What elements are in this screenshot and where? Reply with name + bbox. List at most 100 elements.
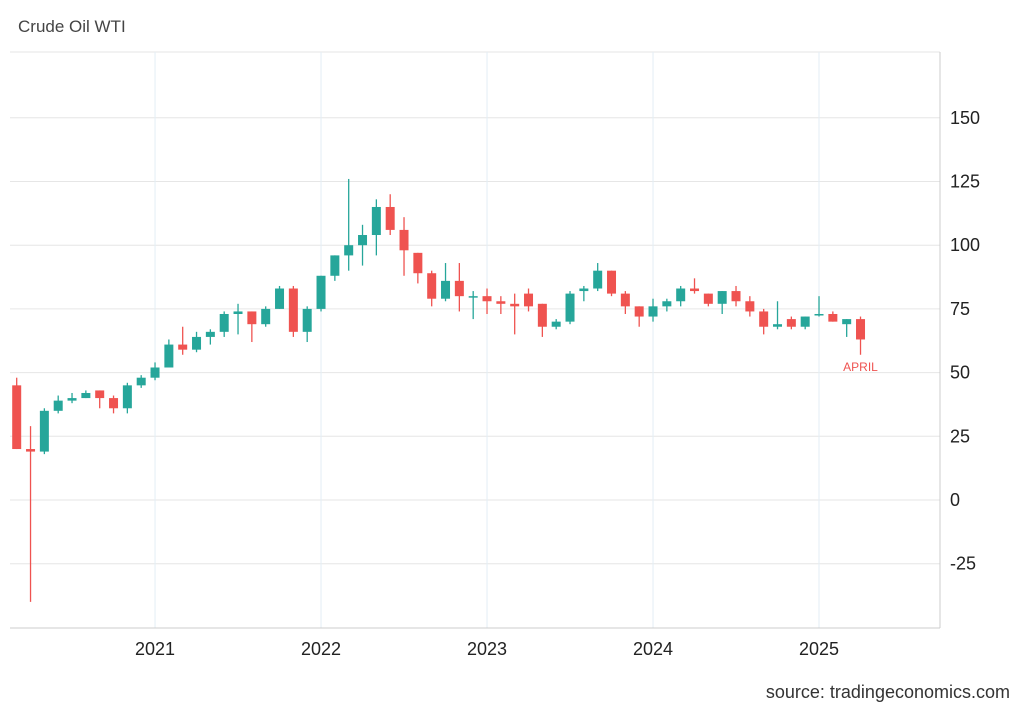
candle-body bbox=[593, 270, 603, 289]
candle-body bbox=[731, 291, 741, 302]
candle-body bbox=[302, 308, 312, 332]
candle-body bbox=[773, 324, 783, 327]
candle-2022-12 bbox=[468, 291, 478, 320]
x-tick-label: 2022 bbox=[301, 639, 341, 659]
candle-body bbox=[690, 288, 700, 292]
candle-body bbox=[247, 311, 257, 325]
candle-2025-01 bbox=[814, 296, 824, 317]
candle-2024-01 bbox=[648, 298, 658, 322]
x-tick-label: 2023 bbox=[467, 639, 507, 659]
candle-body bbox=[344, 245, 354, 256]
candle-body bbox=[261, 308, 271, 325]
candle-2021-08 bbox=[247, 311, 257, 343]
candle-body bbox=[441, 280, 451, 299]
candle-2023-11 bbox=[620, 291, 630, 314]
y-tick-label: 125 bbox=[950, 172, 980, 192]
candle-body bbox=[759, 311, 769, 327]
candle-body bbox=[856, 319, 866, 340]
candle-2021-03 bbox=[178, 326, 188, 355]
candle-2022-05 bbox=[371, 199, 381, 256]
x-tick-label: 2021 bbox=[135, 639, 175, 659]
candle-2025-02 bbox=[828, 311, 838, 322]
candle-2022-08 bbox=[413, 252, 423, 284]
candle-body bbox=[330, 255, 340, 276]
candle-body bbox=[192, 336, 202, 350]
candle-body bbox=[53, 400, 63, 411]
candle-body bbox=[676, 288, 686, 302]
candle-2022-04 bbox=[358, 224, 368, 266]
candle-2021-06 bbox=[219, 311, 229, 337]
candle-2022-03 bbox=[344, 178, 354, 271]
candle-2024-10 bbox=[773, 301, 783, 330]
candle-body bbox=[95, 390, 105, 399]
candle-body bbox=[288, 288, 298, 332]
candle-body bbox=[496, 301, 506, 304]
candle-body bbox=[454, 280, 464, 297]
candle-body bbox=[800, 316, 810, 327]
candle-2024-03 bbox=[676, 285, 686, 307]
candle-2023-10 bbox=[607, 270, 617, 297]
candle-2022-09 bbox=[427, 270, 437, 307]
candle-body bbox=[81, 392, 91, 399]
y-tick-label: -25 bbox=[950, 554, 976, 574]
candle-2020-08 bbox=[81, 390, 91, 399]
candle-body bbox=[607, 270, 617, 294]
candle-2024-08 bbox=[745, 296, 755, 317]
candle-body bbox=[26, 449, 36, 452]
candle-2020-10 bbox=[109, 395, 119, 414]
y-tick-label: 75 bbox=[950, 299, 970, 319]
candle-body bbox=[275, 288, 285, 309]
candle-2022-02 bbox=[330, 255, 340, 281]
candle-body bbox=[510, 303, 520, 307]
candle-2020-07 bbox=[67, 392, 77, 404]
candle-2024-05 bbox=[703, 293, 713, 307]
candle-2023-01 bbox=[482, 288, 492, 314]
candle-2024-06 bbox=[717, 291, 727, 314]
candle-2025-03 bbox=[842, 319, 852, 337]
candle-body bbox=[358, 235, 368, 246]
candle-2023-03 bbox=[510, 293, 520, 335]
candle-2021-10 bbox=[275, 285, 285, 309]
candle-body bbox=[136, 377, 146, 386]
candle-2024-11 bbox=[786, 316, 796, 330]
candle-2020-04 bbox=[26, 426, 36, 602]
y-tick-label: 50 bbox=[950, 363, 970, 383]
y-tick-label: 25 bbox=[950, 426, 970, 446]
candle-2023-04 bbox=[524, 288, 534, 312]
y-tick-label: 150 bbox=[950, 108, 980, 128]
source-label: source: tradingeconomics.com bbox=[765, 682, 1010, 702]
candle-2020-12 bbox=[136, 375, 146, 388]
candle-body bbox=[745, 301, 755, 312]
candle-body bbox=[67, 398, 77, 401]
candle-body bbox=[413, 252, 423, 274]
candle-2021-01 bbox=[150, 362, 160, 381]
x-tick-label: 2025 bbox=[799, 639, 839, 659]
candle-body bbox=[842, 319, 852, 325]
candle-2020-09 bbox=[95, 390, 105, 409]
candle-2022-07 bbox=[399, 217, 409, 276]
grid bbox=[10, 51, 941, 629]
candle-2020-03 bbox=[12, 377, 22, 450]
candle-body bbox=[814, 313, 824, 316]
candle-2021-04 bbox=[192, 331, 202, 353]
candle-body bbox=[648, 306, 658, 317]
candle-body bbox=[39, 410, 49, 452]
candle-2024-04 bbox=[690, 278, 700, 294]
candle-2023-09 bbox=[593, 263, 603, 292]
candle-2024-07 bbox=[731, 285, 741, 307]
candle-2023-05 bbox=[537, 303, 547, 337]
candle-2021-05 bbox=[205, 329, 215, 345]
axis-labels: -25 0 25 50 75 100 125 150 2021 2022 2023 2024 2025 A… bbox=[135, 108, 980, 659]
candle-2021-12 bbox=[302, 306, 312, 343]
candle-body bbox=[385, 206, 395, 230]
candle-2025-04 bbox=[856, 316, 866, 355]
candle-2023-02 bbox=[496, 296, 506, 314]
candle-body bbox=[219, 313, 229, 332]
candle-body bbox=[122, 385, 132, 409]
candle-body bbox=[662, 301, 672, 307]
candle-body bbox=[468, 296, 478, 298]
candle-body bbox=[150, 367, 160, 378]
candle-body bbox=[205, 331, 215, 337]
candle-body bbox=[634, 306, 644, 317]
candles bbox=[12, 178, 866, 602]
